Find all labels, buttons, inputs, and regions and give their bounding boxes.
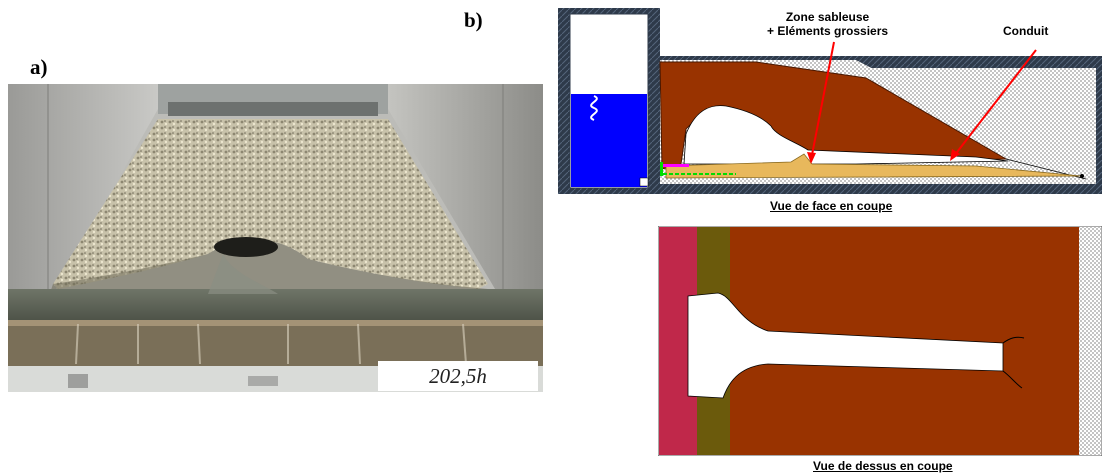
top-view-diagram [658, 226, 1102, 456]
caption-vue-de-face: Vue de face en coupe [770, 199, 893, 213]
zone-arrow [810, 41, 835, 161]
zone-label-line2: + Eléments grossiers [767, 24, 889, 38]
breach-hole [214, 237, 278, 257]
conduit-annotation: Conduit [1003, 24, 1049, 38]
right-wall [388, 84, 543, 304]
downstream-dotted-zone [1079, 227, 1101, 455]
zone-label-line1: Zone sableuse [785, 10, 870, 24]
weir [8, 320, 543, 366]
erosion-cavity [683, 105, 1009, 165]
zone-sableuse-annotation: Zone sableuse + Eléments grossiers [767, 10, 888, 38]
left-wall [8, 84, 158, 299]
conduit-arrow [953, 49, 1037, 157]
panel-label-a: a) [30, 55, 48, 79]
panel-label-b: b) [464, 8, 483, 32]
experiment-photo [8, 84, 543, 392]
caption-vue-de-dessus: Vue de dessus en coupe [813, 459, 953, 473]
elapsed-time-label: 202,5h [378, 361, 538, 391]
sand-zone [665, 153, 1082, 179]
gravel-embankment [53, 119, 488, 289]
front-section-diagram [558, 8, 1102, 194]
downstream-water [8, 289, 543, 324]
reservoir-water [571, 94, 647, 187]
